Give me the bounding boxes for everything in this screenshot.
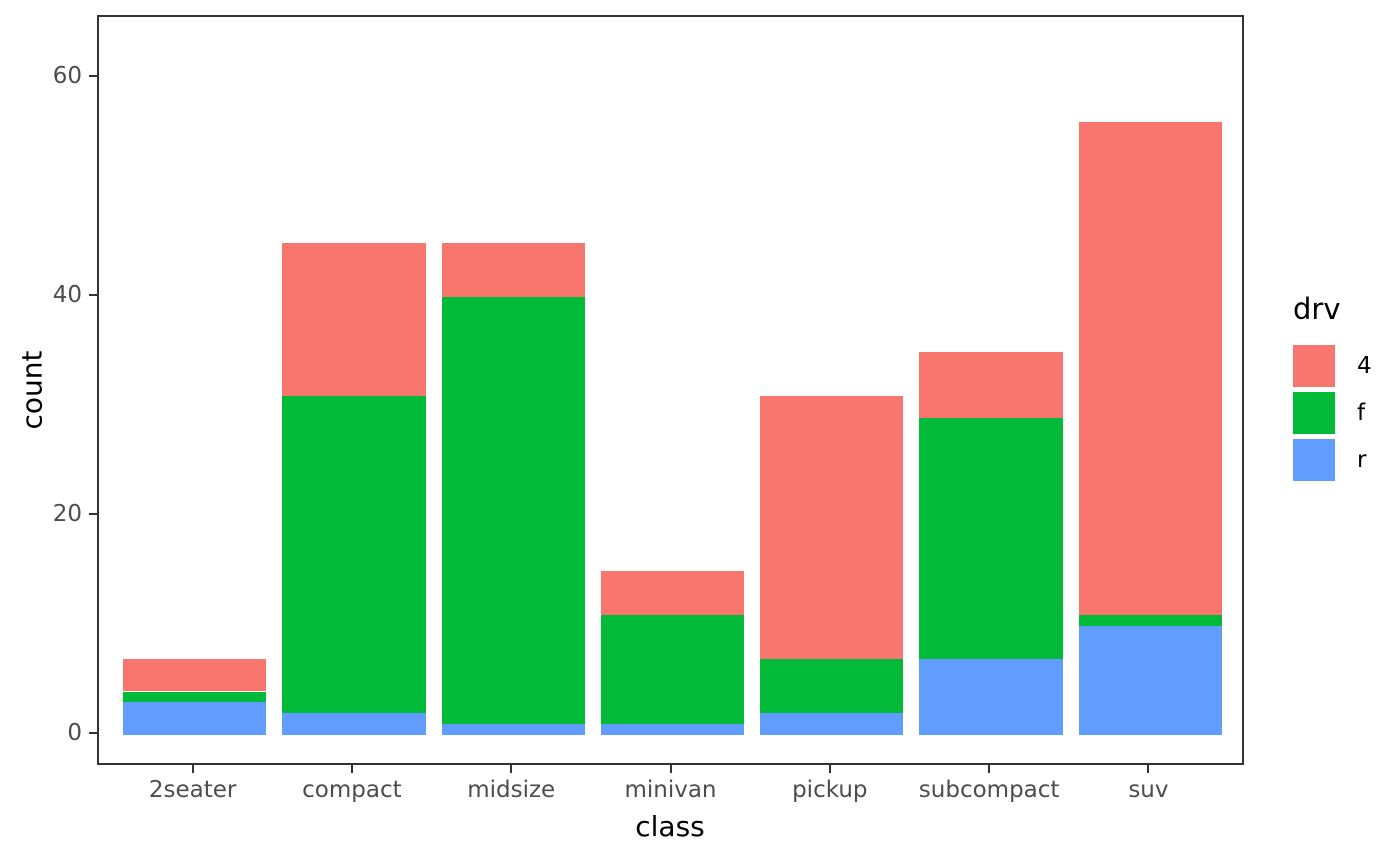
bar-segment-suv-drv-r xyxy=(1078,625,1223,736)
x-axis-tick-label-pickup: pickup xyxy=(792,777,868,803)
bar-segment-minivan-drv-4 xyxy=(600,571,745,615)
y-axis-tick-40 xyxy=(89,294,97,297)
legend-key-swatch-f xyxy=(1293,392,1335,434)
bar-segment-subcompact-drv-4 xyxy=(919,352,1063,418)
x-axis-tick-label-subcompact: subcompact xyxy=(918,777,1060,803)
plot-panel xyxy=(97,15,1244,765)
legend-item-r: r xyxy=(1293,439,1398,481)
legend-key-swatch-r xyxy=(1293,439,1335,481)
x-axis-tick-minivan xyxy=(669,765,672,773)
bar-segment-subcompact-drv-r xyxy=(919,658,1063,736)
legend-title: drv xyxy=(1293,292,1341,326)
bar-segment-compact-drv-r xyxy=(282,713,426,736)
bar-segment-compact-drv-f xyxy=(282,395,426,714)
y-axis-tick-label-0: 0 xyxy=(67,720,82,747)
y-axis-tick-60 xyxy=(89,75,97,78)
x-axis-tick-label-2seater: 2seater xyxy=(148,777,237,803)
legend-label-4: 4 xyxy=(1357,353,1372,379)
bar-segment-compact-drv-4 xyxy=(282,242,426,396)
bar-segment-pickup-drv-r xyxy=(760,713,904,736)
bar-segment-midsize-drv-4 xyxy=(441,242,585,298)
x-axis-tick-label-midsize: midsize xyxy=(467,777,556,803)
x-axis-tick-compact xyxy=(350,765,353,773)
bar-segment-suv-drv-4 xyxy=(1078,122,1223,615)
bar-segment-2seater-drv-f xyxy=(122,691,267,703)
bar-segment-minivan-drv-f xyxy=(600,614,745,725)
bar-segment-subcompact-drv-f xyxy=(919,417,1063,659)
legend-label-r: r xyxy=(1357,447,1367,473)
x-axis-tick-suv xyxy=(1147,765,1150,773)
x-axis-title: class xyxy=(635,810,705,843)
y-axis-tick-label-40: 40 xyxy=(52,282,82,309)
x-axis-tick-label-minivan: minivan xyxy=(624,777,717,803)
bar-segment-midsize-drv-f xyxy=(441,297,585,725)
bar-segment-2seater-drv-4 xyxy=(122,658,267,692)
x-axis-tick-label-compact: compact xyxy=(302,777,402,803)
x-axis-tick-2seater xyxy=(191,765,194,773)
bar-segment-pickup-drv-f xyxy=(760,658,904,714)
y-axis-tick-20 xyxy=(89,513,97,516)
legend-item-4: 4 xyxy=(1293,345,1398,387)
x-axis-tick-label-suv: suv xyxy=(1128,777,1169,803)
legend-key-swatch-4 xyxy=(1293,345,1335,387)
bar-segment-pickup-drv-4 xyxy=(760,395,904,659)
x-axis-tick-pickup xyxy=(828,765,831,773)
y-axis-tick-label-20: 20 xyxy=(52,501,82,528)
bar-segment-2seater-drv-r xyxy=(122,702,267,736)
bar-segment-midsize-drv-r xyxy=(441,724,585,736)
bar-segment-minivan-drv-r xyxy=(600,724,745,736)
legend-label-f: f xyxy=(1357,400,1366,426)
y-axis-tick-0 xyxy=(89,732,97,735)
y-axis-tick-label-60: 60 xyxy=(52,63,82,90)
x-axis-tick-midsize xyxy=(510,765,513,773)
bar-segment-suv-drv-f xyxy=(1078,614,1223,626)
legend-item-f: f xyxy=(1293,392,1398,434)
y-axis-title: count xyxy=(15,350,49,430)
x-axis-tick-subcompact xyxy=(988,765,991,773)
